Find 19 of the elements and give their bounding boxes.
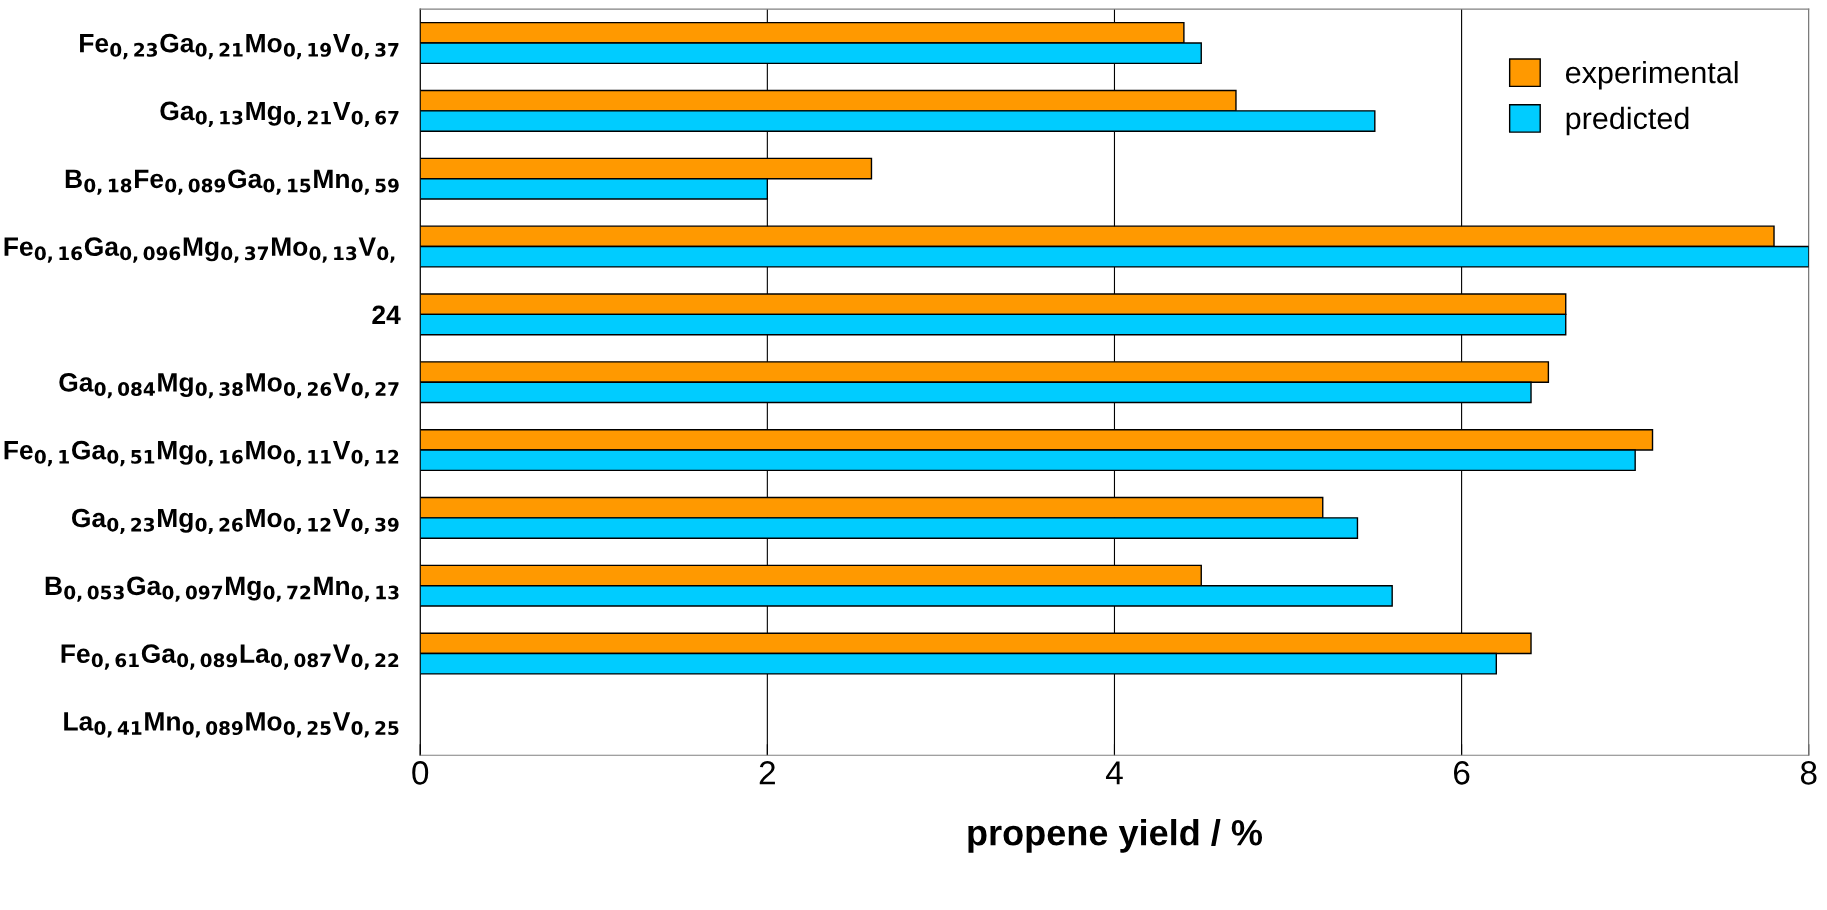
y-tick-label: 24 bbox=[372, 305, 401, 324]
x-tick-label: 2 bbox=[759, 761, 775, 785]
y-tick-label: Fe$_{0,61}$Ga$_{0,089}$La$_{0,087}$V$_{0,22}$ bbox=[61, 644, 399, 670]
y-tick-label: Ga$_{0,13}$Mg$_{0,21}$V$_{0,67}$ bbox=[160, 101, 399, 127]
y-tick-label: Ga$_{0,084}$Mg$_{0,38}$Mo$_{0,26}$V$_{0,27}$ bbox=[59, 372, 399, 399]
category-label: Fe$_{0,1}$Ga$_{0,51}$Mg$_{0,16}$Mo$_{0,11}$V$_{0,12}$ bbox=[4, 440, 399, 467]
x-tick-label: 0 bbox=[412, 761, 429, 785]
y-tick-label: Ga$_{0,23}$Mg$_{0,26}$Mo$_{0,12}$V$_{0,39}$ bbox=[71, 508, 399, 535]
legend-label: predicted bbox=[1566, 106, 1689, 136]
x-axis-title: propene yield / % bbox=[968, 819, 1263, 853]
y-tick-label: Fe$_{0,23}$Ga$_{0,21}$Mo$_{0,19}$V$_{0,37}$ bbox=[80, 33, 399, 60]
y-tick-label: B$_{0,053}$Ga$_{0,097}$Mg$_{0,72}$Mn$_{0,13}$ bbox=[45, 576, 399, 602]
x-tick-label: 8 bbox=[1800, 761, 1817, 785]
y-tick-label: B$_{0,18}$Fe$_{0,089}$Ga$_{0,15}$Mn$_{0,59}$ bbox=[65, 169, 399, 195]
legend-label: experimental bbox=[1565, 60, 1738, 90]
x-tick-label: 4 bbox=[1105, 761, 1123, 785]
x-tick-label: 6 bbox=[1454, 761, 1470, 785]
y-tick-label: La$_{0,41}$Mn$_{0,089}$Mo$_{0,25}$V$_{0,25}$ bbox=[64, 712, 399, 738]
category-label: Fe$_{0,16}$Ga$_{0,096}$Mg$_{0,37}$Mo$_{0,13}$V$_{0,}$ bbox=[4, 237, 395, 263]
